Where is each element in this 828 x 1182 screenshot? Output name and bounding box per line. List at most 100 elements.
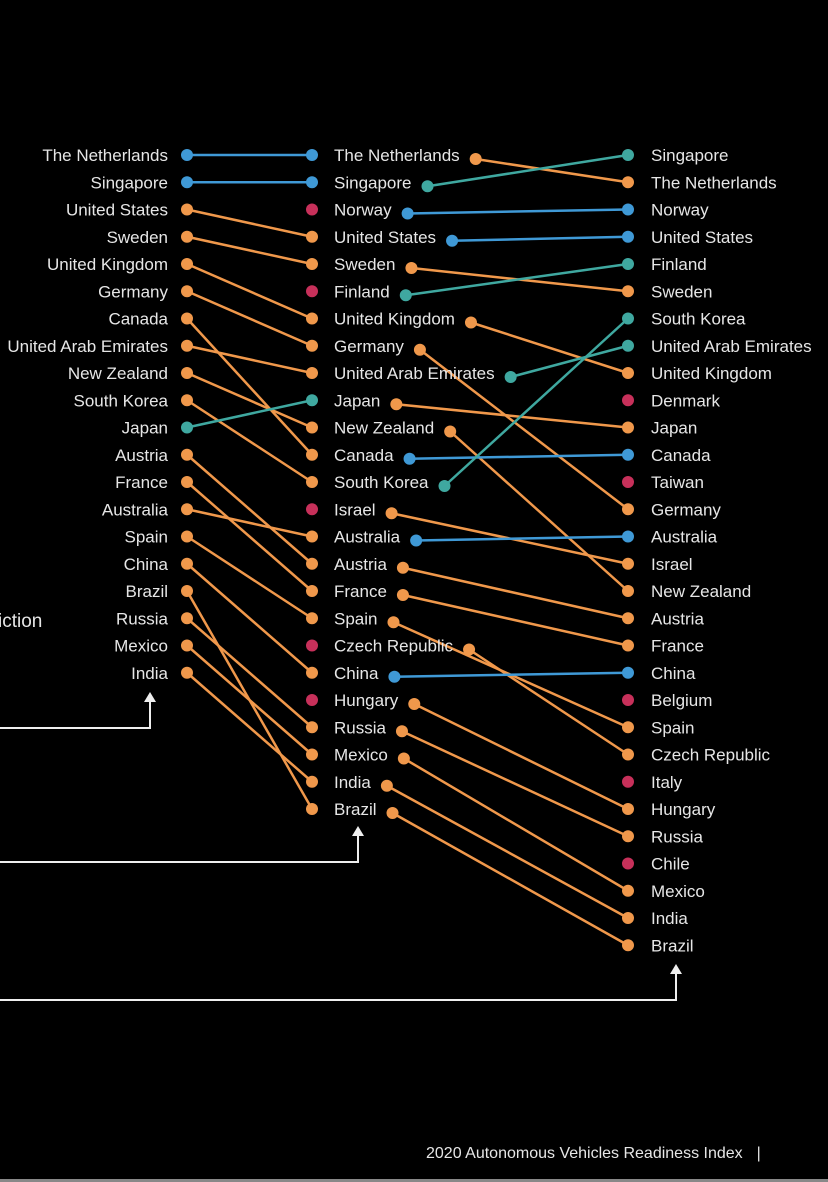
label-germany: Germany [98,282,168,301]
label-finland: Finland [334,282,390,301]
dot-taiwan-col3 [622,476,634,488]
label-china: China [334,664,379,683]
label-spain: Spain [334,609,377,628]
dot-japan-col2 [306,394,318,407]
line-united-arab-emirates-2019-2020 [510,344,629,379]
dot-italy-col3 [622,775,634,788]
line-india-2018-2019 [186,671,313,783]
label-austria: Austria [334,555,387,574]
label-mexico: Mexico [334,746,388,765]
label-italy: Italy [651,773,683,792]
label-austria: Austria [651,609,704,628]
line-germany-2018-2019 [186,290,313,347]
label-canada: Canada [334,446,394,465]
line-spain-2018-2019 [186,535,313,620]
label-finland: Finland [651,255,707,274]
label-canada: Canada [651,446,711,465]
bottom-rule [0,1179,828,1182]
dot-spain-col2 [306,612,318,625]
dot-canada-col1 [181,312,193,325]
dot-mexico-col3 [622,884,634,897]
dot-singapore-col2 [306,176,318,189]
dot-new-zealand-col2-out [444,425,457,438]
line-japan-2018-2019 [186,399,313,429]
label-denmark: Denmark [651,391,720,410]
label-india: India [131,664,168,683]
label-austria: Austria [115,446,168,465]
dot-sweden-col2-out [405,262,418,274]
line-the-netherlands-2019-2020 [475,157,629,184]
dot-finland-col2-out [399,289,412,302]
label-czech-republic: Czech Republic [651,746,771,765]
label-singapore: Singapore [651,146,729,165]
line-russia-2018-2019 [186,617,313,729]
label-united-states: United States [66,201,168,220]
dot-france-col1 [181,476,193,488]
label-germany: Germany [651,500,721,519]
label-norway: Norway [334,201,392,220]
label-canada: Canada [108,310,168,329]
connector-right [0,972,677,1001]
label-germany: Germany [334,337,404,356]
dot-china-col2-out [388,670,401,683]
edition-connectors [0,692,682,1001]
dot-russia-col2 [306,721,318,734]
label-taiwan: Taiwan [651,473,704,492]
dot-south-korea-col3 [622,312,634,325]
dot-germany-col2-out [413,343,426,356]
dot-chile-col3 [622,857,634,870]
label-australia: Australia [334,528,401,547]
line-mexico-2018-2019 [186,644,313,756]
label-sweden: Sweden [334,255,395,274]
dot-united-arab-emirates-col2 [306,367,318,379]
line-austria-2019-2020 [402,566,629,620]
line-japan-2019-2020 [396,403,629,429]
dot-israel-col3 [622,557,634,570]
dot-mexico-col2-out [397,752,410,765]
dot-israel-col2 [306,503,318,516]
dot-germany-col1 [181,285,193,298]
label-singapore: Singapore [334,173,412,192]
label-united-arab-emirates: United Arab Emirates [7,337,168,356]
arrow-up-icon [670,964,682,974]
dot-united-arab-emirates-col1 [181,339,193,352]
dot-sweden-col2 [306,258,318,270]
label-spain: Spain [651,718,694,737]
dot-china-col3 [622,666,634,679]
label-czech-republic: Czech Republic [334,637,454,656]
dot-united-kingdom-col2 [306,312,318,325]
label-united-states: United States [334,228,436,247]
line-sweden-2018-2019 [186,235,313,266]
line-czech-republic-2019-2020 [468,648,629,756]
dot-new-zealand-col3 [622,585,634,597]
dot-united-states-col3 [622,230,634,243]
label-china: China [651,664,696,683]
label-united-arab-emirates: United Arab Emirates [334,364,495,383]
dot-united-kingdom-col3 [622,367,634,379]
dot-new-zealand-col1 [181,367,193,379]
dot-china-col2 [306,666,318,679]
label-sweden: Sweden [651,282,712,301]
dot-the-netherlands-col2-out [469,153,482,165]
dot-czech-republic-col2 [306,639,318,652]
dot-austria-col2 [306,557,318,570]
dot-south-korea-col1 [181,394,193,407]
dot-norway-col3 [622,203,634,216]
footer-title: 2020 Autonomous Vehicles Readiness Index [426,1145,743,1162]
dot-new-zealand-col2 [306,421,318,434]
dot-denmark-col3 [622,394,634,407]
label-south-korea: South Korea [651,310,746,329]
connector-left [0,700,151,729]
line-south-korea-2019-2020 [443,317,629,487]
arrow-up-icon [144,692,156,702]
dot-united-states-col1 [181,203,193,216]
line-mexico-2019-2020 [403,757,629,892]
dot-germany-col3 [622,503,634,516]
label-new-zealand: New Zealand [334,419,434,438]
line-norway-2019-2020 [407,208,629,215]
dot-france-col2-out [396,589,409,601]
dot-france-col3 [622,639,634,652]
line-brazil-2019-2020 [391,811,629,947]
line-canada-2018-2019 [186,317,313,456]
dot-australia-col2 [306,530,318,543]
